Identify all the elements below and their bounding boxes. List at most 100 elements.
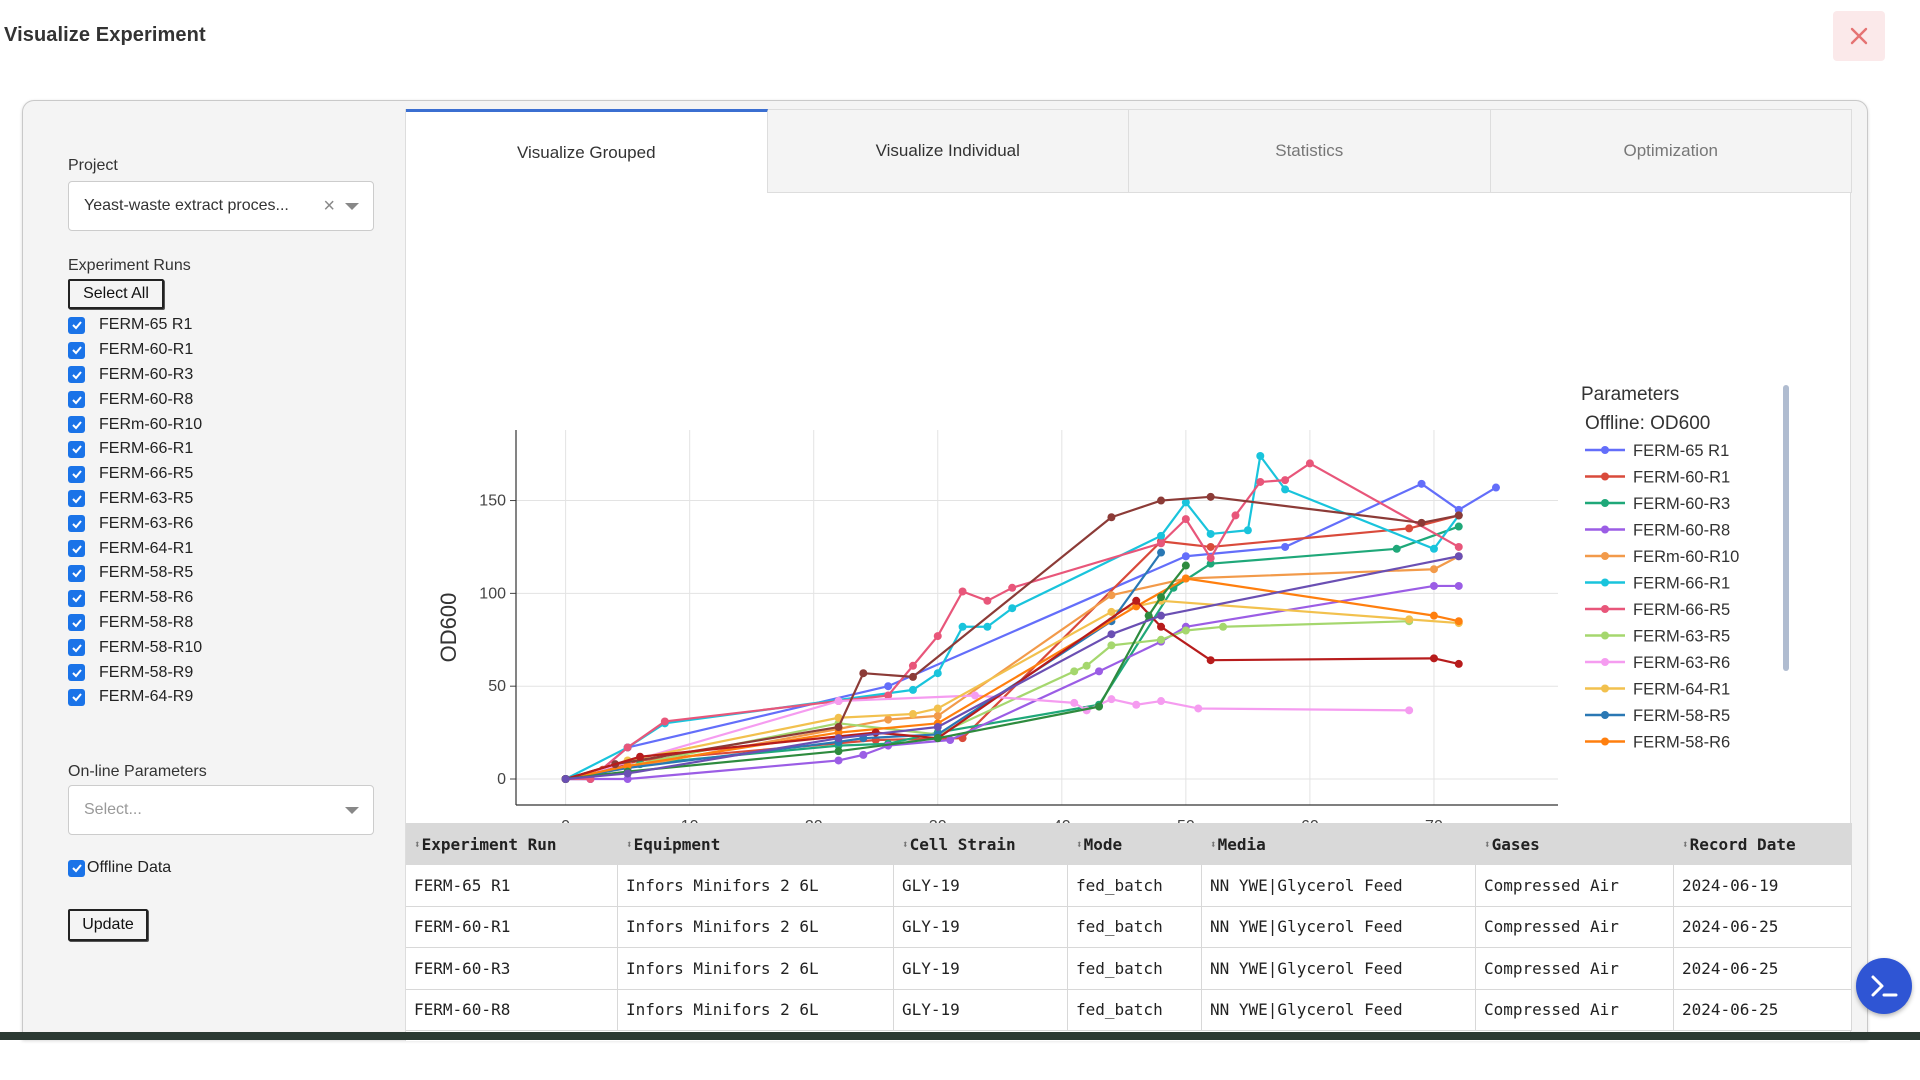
legend-item-label[interactable]: FERM-65 R1 bbox=[1633, 442, 1729, 460]
run-checkbox[interactable] bbox=[68, 341, 85, 359]
offline-data-toggle[interactable]: Offline Data bbox=[68, 859, 171, 877]
data-point bbox=[623, 743, 632, 752]
data-point bbox=[1206, 529, 1215, 538]
tab-statistics[interactable]: Statistics bbox=[1129, 109, 1491, 193]
data-point bbox=[1157, 593, 1166, 602]
tab-visualize-individual[interactable]: Visualize Individual bbox=[767, 109, 1129, 193]
data-point bbox=[1157, 531, 1166, 540]
online-parameters-placeholder: Select... bbox=[84, 801, 142, 818]
sort-icon[interactable]: ⬍ bbox=[1076, 837, 1083, 851]
sort-icon[interactable]: ⬍ bbox=[1484, 837, 1491, 851]
experiment-run-item[interactable]: FERM-58-R6 bbox=[68, 586, 368, 611]
run-checkbox[interactable] bbox=[68, 391, 85, 409]
update-button[interactable]: Update bbox=[68, 909, 148, 941]
data-point bbox=[1157, 548, 1166, 557]
clear-icon[interactable]: × bbox=[323, 195, 335, 217]
table-cell: FERM-65 R1 bbox=[406, 865, 618, 906]
run-checkbox[interactable] bbox=[68, 465, 85, 483]
close-button[interactable] bbox=[1833, 11, 1885, 61]
run-checkbox[interactable] bbox=[68, 589, 85, 607]
sort-icon[interactable]: ⬍ bbox=[1682, 837, 1689, 851]
column-header[interactable]: ⬍ Record Date bbox=[1674, 823, 1852, 865]
legend-item-label[interactable]: FERM-63-R6 bbox=[1633, 654, 1730, 672]
table-row[interactable]: FERM-60-R1 Infors Minifors 2 6L GLY-19 fed_… bbox=[406, 906, 1852, 948]
legend-item-label[interactable]: FERM-64-R1 bbox=[1633, 681, 1730, 699]
data-point bbox=[933, 711, 942, 720]
select-all-button[interactable]: Select All bbox=[68, 279, 164, 309]
legend-item-label[interactable]: FERM-60-R1 bbox=[1633, 469, 1730, 487]
legend-item-label[interactable]: FERM-60-R8 bbox=[1633, 522, 1730, 540]
experiment-run-item[interactable]: FERM-58-R9 bbox=[68, 660, 368, 685]
table-cell: 2024-06-25 bbox=[1674, 906, 1852, 947]
data-point bbox=[908, 672, 917, 681]
column-header[interactable]: ⬍ Cell Strain bbox=[894, 823, 1068, 865]
legend-item-label[interactable]: FERM-58-R5 bbox=[1633, 707, 1730, 725]
experiment-run-item[interactable]: FERM-60-R8 bbox=[68, 387, 368, 412]
experiment-run-item[interactable]: FERM-63-R5 bbox=[68, 487, 368, 512]
run-checkbox[interactable] bbox=[68, 614, 85, 632]
legend-item-label[interactable]: FERM-60-R3 bbox=[1633, 495, 1730, 513]
experiment-run-item[interactable]: FERM-66-R5 bbox=[68, 462, 368, 487]
sort-icon[interactable]: ⬍ bbox=[1210, 837, 1217, 851]
column-header[interactable]: ⬍ Gases bbox=[1476, 823, 1674, 865]
run-checkbox[interactable] bbox=[68, 490, 85, 508]
online-parameters-select[interactable]: Select... bbox=[68, 785, 374, 835]
column-header[interactable]: ⬍ Media bbox=[1202, 823, 1476, 865]
experiment-run-item[interactable]: FERm-60-R10 bbox=[68, 412, 368, 437]
experiment-run-item[interactable]: FERM-64-R1 bbox=[68, 536, 368, 561]
run-checkbox[interactable] bbox=[68, 416, 85, 434]
project-select[interactable]: Yeast-waste extract proces... × bbox=[68, 181, 374, 231]
chevron-down-icon[interactable] bbox=[345, 203, 359, 210]
table-cell: 2024-06-25 bbox=[1674, 948, 1852, 989]
legend-item-label[interactable]: FERm-60-R10 bbox=[1633, 548, 1739, 566]
experiment-run-item[interactable]: FERM-60-R3 bbox=[68, 363, 368, 388]
column-header[interactable]: ⬍ Experiment Run bbox=[406, 823, 618, 865]
column-header-label: Record Date bbox=[1689, 834, 1796, 854]
sort-icon[interactable]: ⬍ bbox=[626, 837, 633, 851]
data-point bbox=[1107, 630, 1116, 639]
terminal-button[interactable] bbox=[1856, 958, 1912, 1014]
data-point bbox=[908, 685, 917, 694]
run-checkbox[interactable] bbox=[68, 366, 85, 384]
legend-item-label[interactable]: FERM-66-R5 bbox=[1633, 601, 1730, 619]
table-cell: FERM-60-R3 bbox=[406, 948, 618, 989]
data-point bbox=[1256, 477, 1265, 486]
experiment-run-item[interactable]: FERM-58-R8 bbox=[68, 611, 368, 636]
experiment-run-item[interactable]: FERM-63-R6 bbox=[68, 511, 368, 536]
legend-swatch-marker bbox=[1601, 446, 1609, 454]
experiment-run-item[interactable]: FERM-58-R5 bbox=[68, 561, 368, 586]
project-value: Yeast-waste extract proces... bbox=[84, 197, 289, 214]
run-checkbox[interactable] bbox=[68, 664, 85, 682]
experiment-run-item[interactable]: FERM-58-R10 bbox=[68, 635, 368, 660]
run-checkbox[interactable] bbox=[68, 639, 85, 657]
series-line-9 bbox=[565, 694, 1410, 781]
legend-item-label[interactable]: FERM-66-R1 bbox=[1633, 575, 1730, 593]
data-point bbox=[1082, 661, 1091, 670]
table-row[interactable]: FERM-60-R8 Infors Minifors 2 6L GLY-19 fed_… bbox=[406, 989, 1852, 1031]
run-checkbox[interactable] bbox=[68, 515, 85, 533]
sort-icon[interactable]: ⬍ bbox=[414, 837, 421, 851]
experiment-run-item[interactable]: FERM-60-R1 bbox=[68, 338, 368, 363]
column-header[interactable]: ⬍ Equipment bbox=[618, 823, 894, 865]
tab-visualize-grouped[interactable]: Visualize Grouped bbox=[406, 109, 768, 193]
od600-chart[interactable]: 010203040506070050100150Time (h)OD600Par… bbox=[406, 193, 1852, 873]
tab-optimization[interactable]: Optimization bbox=[1490, 109, 1852, 193]
chevron-down-icon[interactable] bbox=[345, 807, 359, 814]
column-header[interactable]: ⬍ Mode bbox=[1068, 823, 1202, 865]
data-point bbox=[1181, 515, 1190, 524]
run-checkbox[interactable] bbox=[68, 440, 85, 458]
run-checkbox[interactable] bbox=[68, 316, 85, 334]
experiment-run-item[interactable]: FERM-66-R1 bbox=[68, 437, 368, 462]
run-checkbox[interactable] bbox=[68, 688, 85, 706]
legend-item-label[interactable]: FERM-58-R6 bbox=[1633, 734, 1730, 752]
offline-data-checkbox[interactable] bbox=[68, 859, 85, 877]
experiment-run-item[interactable]: FERM-65 R1 bbox=[68, 313, 368, 338]
experiment-run-item[interactable]: FERM-64-R9 bbox=[68, 685, 368, 710]
experiments-table: ⬍ Experiment Run ⬍ Equipment ⬍ Cell Strain ⬍ Mo… bbox=[406, 823, 1852, 1031]
sort-icon[interactable]: ⬍ bbox=[902, 837, 909, 851]
run-checkbox[interactable] bbox=[68, 564, 85, 582]
table-row[interactable]: FERM-60-R3 Infors Minifors 2 6L GLY-19 fed_… bbox=[406, 948, 1852, 990]
table-row[interactable]: FERM-65 R1 Infors Minifors 2 6L GLY-19 fed_… bbox=[406, 865, 1852, 907]
run-checkbox[interactable] bbox=[68, 540, 85, 558]
legend-item-label[interactable]: FERM-63-R5 bbox=[1633, 628, 1730, 646]
